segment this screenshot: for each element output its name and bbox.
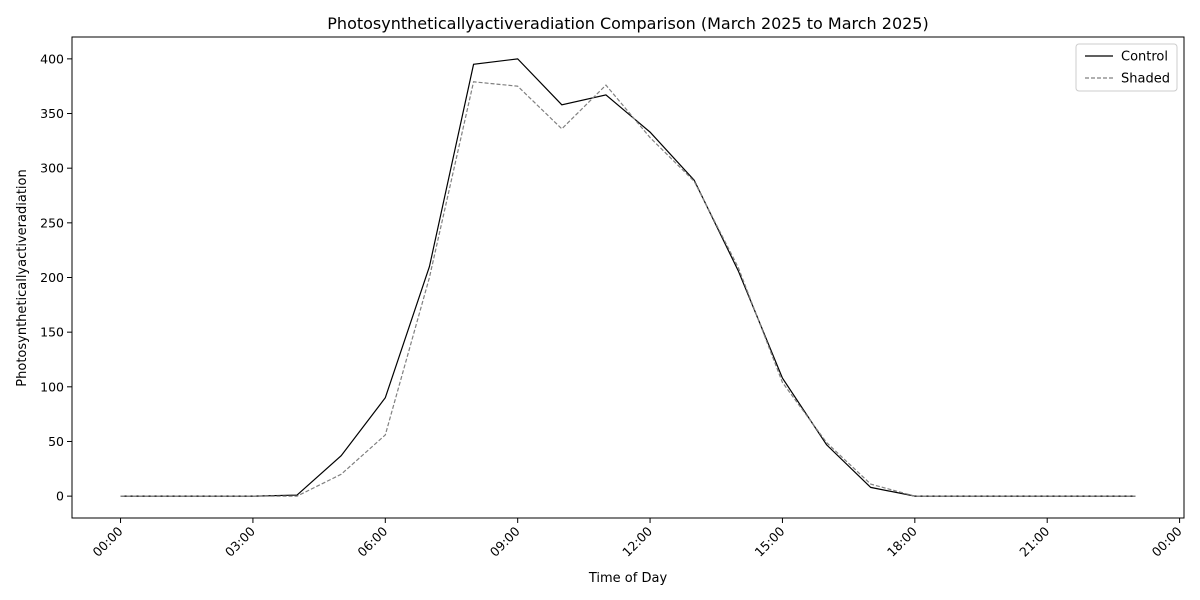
series-line-control: [120, 58, 1136, 497]
y-tick-label: 400: [40, 51, 64, 66]
x-tick-label: 06:00: [354, 523, 390, 559]
x-tick-label: 00:00: [90, 523, 126, 559]
x-tick-label: 00:00: [1149, 523, 1185, 559]
x-tick-label: 15:00: [751, 523, 787, 559]
x-axis: 00:00 03:00 06:00 09:00 12:00 15:00 18:00 21:00…: [90, 518, 1185, 560]
y-tick-label: 350: [40, 106, 64, 121]
y-axis: 0 50 100 150 200 250 300 350 400: [40, 51, 72, 504]
x-tick-label: 03:00: [222, 523, 258, 559]
chart-title: Photosyntheticallyactiveradiation Compar…: [327, 14, 928, 33]
legend: Control Shaded: [1075, 43, 1178, 92]
y-tick-label: 150: [40, 325, 64, 340]
x-tick-label: 21:00: [1016, 523, 1052, 559]
y-tick-label: 100: [40, 379, 64, 394]
legend-label-control: Control: [1121, 50, 1168, 65]
y-tick-label: 50: [48, 434, 64, 449]
x-axis-label: Time of Day: [588, 571, 668, 586]
legend-label-shaded: Shaded: [1121, 72, 1170, 87]
y-tick-label: 0: [56, 489, 64, 504]
y-axis-label: Photosyntheticallyactiveradiation: [15, 169, 30, 386]
x-tick-label: 12:00: [619, 523, 655, 559]
y-tick-label: 250: [40, 215, 64, 230]
y-tick-label: 300: [40, 161, 64, 176]
series-line-shaded: [120, 81, 1136, 497]
y-tick-label: 200: [40, 270, 64, 285]
plot-area: [120, 58, 1136, 497]
x-tick-label: 09:00: [487, 523, 523, 559]
x-tick-label: 18:00: [884, 523, 920, 559]
plot-frame: [71, 36, 1185, 519]
